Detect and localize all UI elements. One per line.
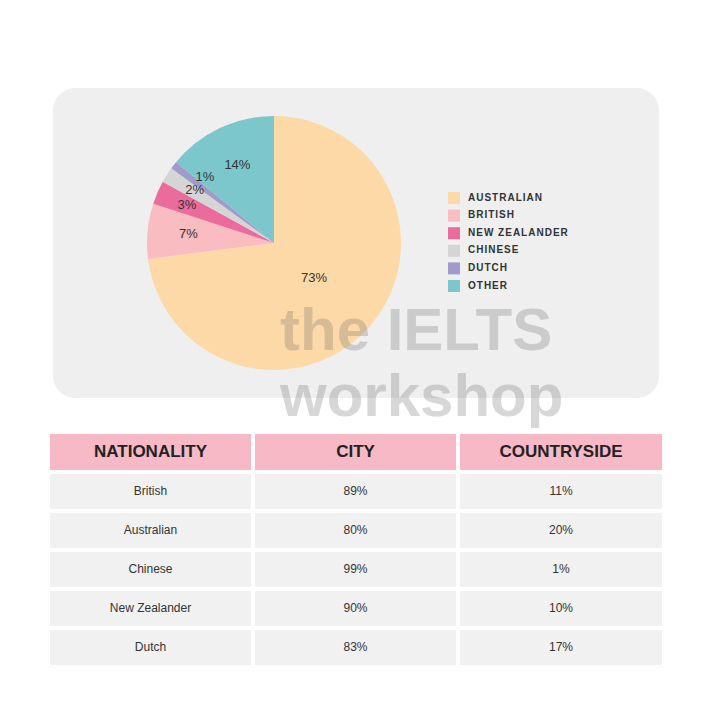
canvas: 73%7%3%2%1%14%AUSTRALIANBRITISHNEW ZEALA…: [0, 0, 712, 712]
table-cell: [255, 630, 456, 665]
table-cell: [460, 630, 662, 665]
table-cell: [255, 552, 456, 587]
data-label: 1%: [196, 169, 215, 184]
table: NATIONALITY CITY COUNTRYSIDE British 89% 11% A…: [50, 434, 662, 665]
legend-swatch: [448, 245, 460, 257]
cell-text: 83%: [343, 640, 367, 654]
cell-text: 90%: [343, 601, 367, 615]
legend-label: DUTCH: [468, 262, 508, 273]
cell-text: 99%: [343, 562, 367, 576]
data-label: 3%: [177, 197, 196, 212]
legend-label: CHINESE: [468, 244, 519, 255]
watermark-text: the IELTS: [280, 296, 552, 363]
data-label: 14%: [224, 157, 250, 172]
cell-text: 17%: [549, 640, 573, 654]
cell-text: New Zealander: [110, 601, 191, 615]
header-cell: [255, 434, 456, 470]
cell-text: 80%: [343, 523, 367, 537]
table-cell: [50, 513, 251, 548]
table-cell: [255, 591, 456, 626]
watermark: the IELTSworkshop: [279, 296, 563, 429]
legend: AUSTRALIAN BRITISH NEW ZEALANDER CHINESE DUT…: [448, 192, 569, 292]
watermark-text: workshop: [279, 362, 563, 429]
legend-swatch: [448, 280, 460, 292]
cell-text: 20%: [549, 523, 573, 537]
legend-swatch: [448, 227, 460, 239]
cell-text: British: [134, 484, 167, 498]
cell-text: 11%: [549, 484, 572, 498]
header-text: CITY: [336, 442, 375, 461]
table-cell: [50, 552, 251, 587]
table-cell: [50, 630, 251, 665]
table-cell: [460, 552, 662, 587]
header-cell: [460, 434, 662, 470]
cell-text: 1%: [552, 562, 570, 576]
legend-swatch: [448, 192, 460, 204]
header-cell: [50, 434, 251, 470]
legend-label: AUSTRALIAN: [468, 192, 543, 203]
legend-label: NEW ZEALANDER: [468, 227, 569, 238]
header-text: COUNTRYSIDE: [499, 442, 622, 461]
data-label: 2%: [185, 182, 204, 197]
data-label: 7%: [179, 226, 198, 241]
data-label: 73%: [301, 270, 327, 285]
chart-panel: [53, 88, 659, 398]
cell-text: Australian: [124, 523, 177, 537]
legend-label: BRITISH: [468, 209, 515, 220]
cell-text: Chinese: [128, 562, 172, 576]
cell-text: 10%: [549, 601, 573, 615]
table-cell: [255, 474, 456, 509]
table-cell: [255, 513, 456, 548]
table-cell: [460, 513, 662, 548]
table-cell: [460, 474, 662, 509]
table-cell: [50, 474, 251, 509]
table-cell: [460, 591, 662, 626]
legend-swatch: [448, 262, 460, 274]
legend-label: OTHER: [468, 280, 508, 291]
table-cell: [50, 591, 251, 626]
header-text: NATIONALITY: [94, 442, 208, 461]
cell-text: 89%: [343, 484, 367, 498]
pie-slice: [176, 116, 274, 243]
cell-text: Dutch: [135, 640, 166, 654]
legend-swatch: [448, 210, 460, 222]
